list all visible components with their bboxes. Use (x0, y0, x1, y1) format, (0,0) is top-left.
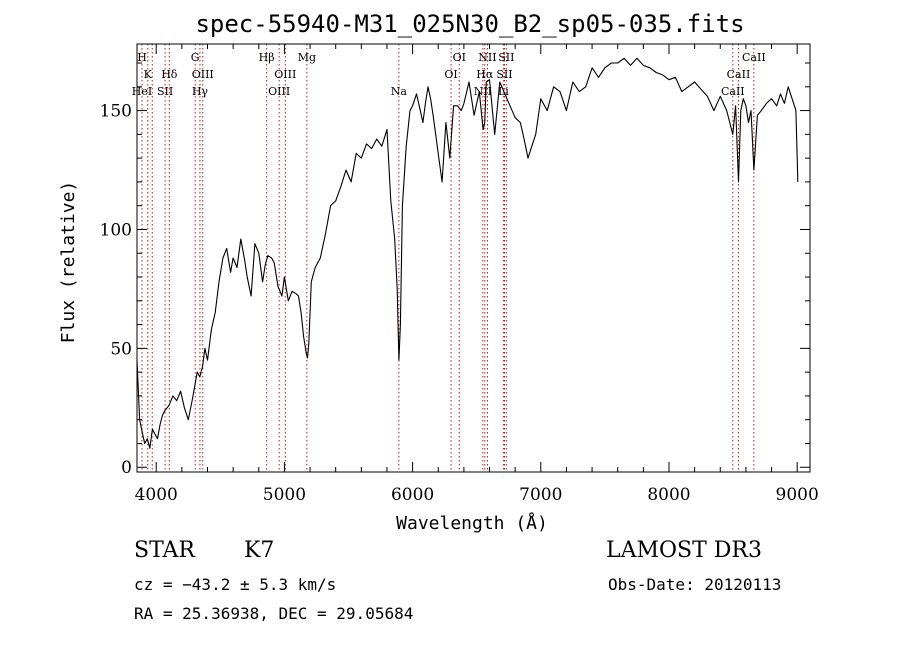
spectral-line-label: NII (478, 51, 496, 64)
x-tick-label: 4000 (135, 485, 178, 505)
spectral-line-label: OIII (274, 68, 296, 81)
x-axis-title: Wavelength (Å) (396, 512, 548, 534)
spectral-line-label: SII (157, 85, 173, 98)
spectral-line-label: CaII (727, 68, 751, 81)
x-tick-label: 9000 (776, 485, 819, 505)
x-tick-label: 6000 (391, 485, 434, 505)
spectral-line-label: Hβ (259, 51, 275, 64)
survey-name: LAMOST DR3 (606, 538, 762, 563)
y-axis-title: Flux (relative) (58, 181, 79, 344)
ra-dec-coordinates: RA = 25.36938, DEC = 29.05684 (134, 604, 414, 623)
spectral-line-label: Hγ (192, 85, 209, 98)
spectral-line-label: SII (496, 68, 512, 81)
x-tick-label: 8000 (647, 485, 690, 505)
spectral-line-label: Hα (476, 68, 494, 81)
y-tick-label: 0 (121, 458, 132, 478)
spectral-line-label: NII (474, 85, 492, 98)
y-tick-label: 100 (100, 220, 132, 240)
spectral-line-label: OIII (192, 68, 214, 81)
spectral-line-label: CaII (742, 51, 766, 64)
spectral-line-label: Na (391, 85, 408, 98)
spectral-line-label: Hδ (161, 68, 178, 81)
spectral-line-label: K (144, 68, 153, 81)
y-tick-label: 50 (110, 339, 132, 359)
spectrum-line (136, 57, 799, 449)
object-class: STAR (134, 538, 195, 563)
y-tick-label: 150 (100, 102, 132, 122)
spectral-line-label: SII (498, 51, 514, 64)
x-tick-label: 5000 (263, 485, 306, 505)
object-subclass: K7 (244, 538, 275, 563)
x-tick-label: 7000 (519, 485, 562, 505)
chart-title: spec-55940-M31_025N30_B2_sp05-035.fits (195, 10, 745, 38)
spectral-line-label: OI (444, 68, 457, 81)
redshift-cz: cz = −43.2 ± 5.3 km/s (134, 575, 337, 594)
spectral-line-label: OIII (268, 85, 290, 98)
observation-date: Obs-Date: 20120113 (608, 575, 782, 594)
spectral-line-label: H (137, 51, 147, 64)
spectral-line-label: CaII (721, 85, 745, 98)
spectral-line-label: OI (453, 51, 466, 64)
spectral-line-label: G (191, 51, 200, 64)
plot-frame (136, 43, 811, 473)
spectral-line-label: Mg (298, 51, 316, 64)
